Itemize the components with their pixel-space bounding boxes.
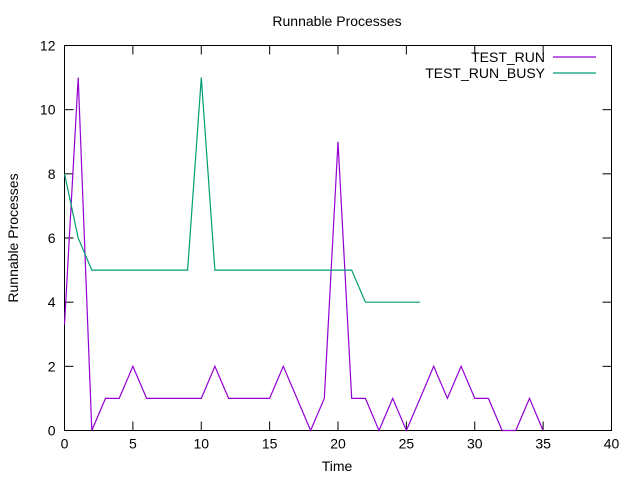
y-tick-label: 10 [40, 102, 56, 118]
y-tick-label: 4 [48, 294, 56, 310]
x-tick-label: 15 [262, 436, 278, 452]
x-tick-label: 25 [399, 436, 415, 452]
y-tick-label: 8 [48, 166, 56, 182]
y-tick-label: 6 [48, 230, 56, 246]
series-layer [63, 77, 544, 433]
y-tick-label: 2 [48, 358, 56, 374]
x-axis-label: Time [322, 458, 353, 474]
y-axis-label: Runnable Processes [5, 173, 21, 302]
y-tick-label: 0 [48, 423, 56, 439]
x-tick-label: 35 [535, 436, 551, 452]
series-line-test-run [63, 77, 544, 433]
y-axis: 0 2 4 6 8 10 12 [40, 38, 612, 439]
x-tick-label: 30 [467, 436, 483, 452]
y-tick-label: 12 [40, 38, 56, 54]
chart-title: Runnable Processes [272, 13, 401, 29]
legend-label: TEST_RUN_BUSY [425, 65, 545, 81]
plot-frame [64, 45, 612, 431]
x-axis: 0 5 10 15 20 25 30 35 40 [61, 45, 620, 452]
x-tick-label: 10 [193, 436, 209, 452]
x-tick-label: 20 [330, 436, 346, 452]
legend-label: TEST_RUN [471, 49, 545, 65]
x-tick-label: 40 [604, 436, 620, 452]
series-line-test-run-busy [63, 77, 421, 303]
x-tick-label: 5 [129, 436, 137, 452]
x-tick-label: 0 [61, 436, 69, 452]
